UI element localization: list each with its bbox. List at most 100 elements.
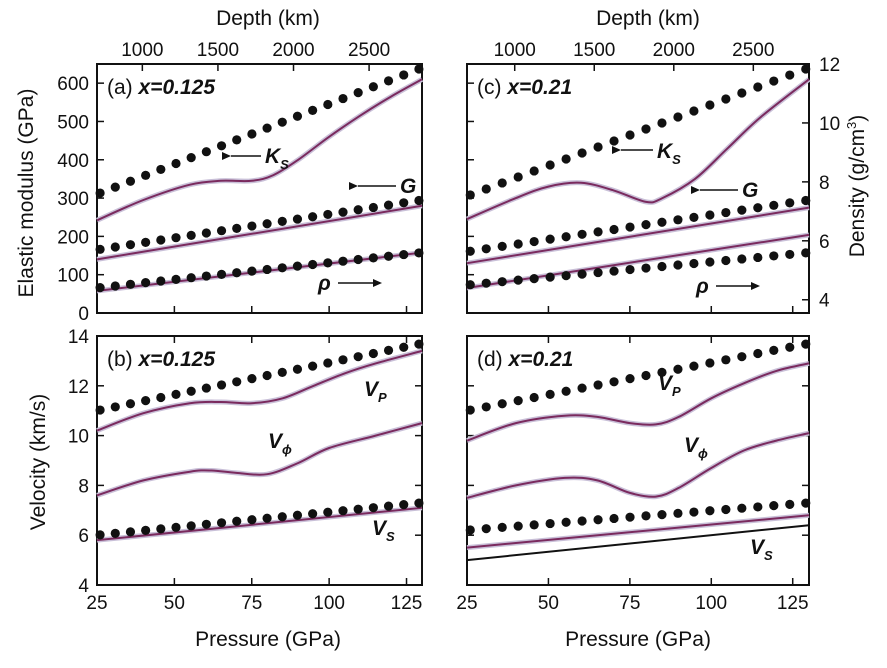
data-point [497,241,507,251]
series-line [96,204,423,261]
data-point [673,364,683,374]
y-tick-label: 400 [57,151,89,172]
x-tick-label: 75 [619,593,640,614]
data-point [529,236,539,247]
data-point [201,383,211,393]
label-vphi-sub: ϕ [282,442,292,457]
data-point [95,530,105,540]
data-point [785,249,795,260]
series-line-halo [466,430,810,501]
x-tick-label: 50 [538,593,559,614]
data-point [753,252,763,263]
data-point [125,399,136,409]
series-line [466,514,810,549]
data-point [545,389,555,399]
data-point [399,70,409,80]
data-point [414,64,424,74]
arrow-head [222,152,231,160]
data-point [171,389,181,399]
data-point [561,517,571,527]
data-point [353,504,363,514]
data-point [513,239,523,249]
data-point [641,370,651,381]
data-point [414,248,424,258]
data-point [414,498,424,508]
data-point [232,135,242,145]
arrow-head [751,282,760,290]
y-tick-label: 0 [78,304,89,325]
data-point [545,160,555,170]
data-point [414,339,424,349]
data-point [545,234,555,244]
data-point [216,141,227,151]
data-point [609,513,619,524]
data-point [323,99,333,110]
data-point [156,276,166,286]
data-point [673,112,683,122]
data-point [545,518,555,529]
data-point [737,88,747,98]
data-point [292,111,303,121]
label-vp: VP [364,378,387,405]
data-point [262,370,272,381]
panel-label: (a) x=0.125 [107,76,215,99]
data-point [308,259,318,270]
y-tick-label: 6 [78,526,89,547]
data-point [292,364,303,374]
data-point [529,274,539,284]
y-tick-label: 200 [57,227,89,248]
depth-tick-label: 1000 [121,40,163,61]
y-tick-label: 12 [68,377,89,398]
data-point [689,507,699,517]
data-point [186,230,196,240]
left-axis-label-modulus: Elastic modulus (GPa) [15,89,38,298]
data-point [368,503,378,513]
data-point [705,358,715,368]
data-point [186,273,196,283]
data-point [785,70,795,80]
data-point [753,82,763,92]
data-point [721,255,731,266]
plot-frame [466,335,810,586]
y-tick-label: 10 [68,427,89,448]
data-point [308,105,318,115]
data-point [577,383,587,393]
arrow-head [691,186,700,194]
data-point [156,164,166,175]
data-point [625,374,635,384]
data-point [481,524,491,534]
data-point [481,402,491,412]
data-point [247,266,257,276]
data-point [125,240,136,250]
data-point [368,253,378,263]
data-point [156,392,166,403]
data-point [338,506,348,516]
data-point [95,188,105,198]
data-point [110,528,120,538]
data-point [641,511,651,521]
density-tick-label: 4 [819,291,830,312]
data-point [323,358,333,368]
data-point [465,246,475,256]
data-point [383,501,394,511]
data-point [171,274,181,284]
data-point [171,233,181,243]
data-point [368,82,378,92]
data-point [338,207,348,217]
data-point [277,117,287,127]
data-point [186,386,196,396]
label-vs-main: V [750,536,766,559]
data-point [110,182,120,192]
x-tick-label: 25 [86,593,107,614]
label-vphi: Vϕ [268,430,292,457]
y-tick-label: 500 [57,112,89,133]
data-point [529,392,539,403]
x-tick-label: 125 [391,593,423,614]
y-tick-label: 600 [57,74,89,95]
data-point [141,278,151,288]
label-rho: ρ [695,275,709,298]
data-point [95,283,105,293]
y-tick-label: 4 [78,576,89,597]
density-tick-label: 12 [819,55,840,76]
